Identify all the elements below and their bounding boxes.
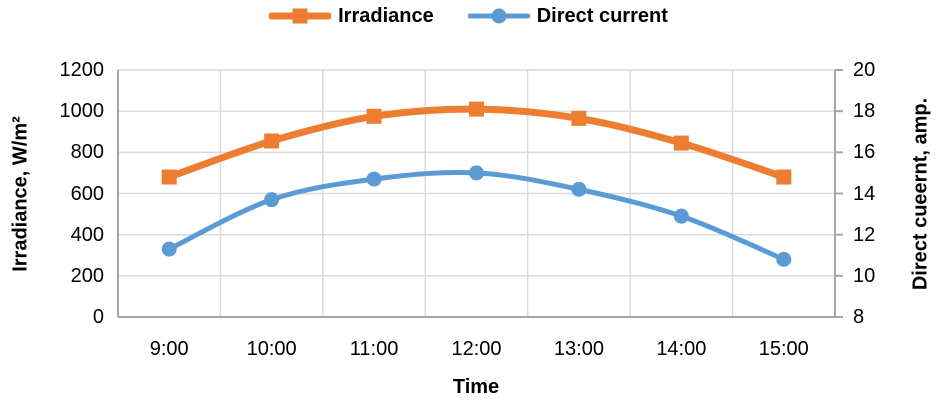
legend-key [269, 8, 332, 24]
circle-marker-icon [469, 165, 484, 181]
legend-item-direct-current: Direct current [467, 5, 668, 27]
circle-marker-icon [776, 251, 792, 267]
square-marker-icon [673, 135, 689, 151]
legend-key [467, 8, 530, 24]
square-marker-icon [776, 169, 792, 185]
x-axis-tick-label: 9:00 [149, 338, 189, 360]
square-marker-icon [366, 108, 382, 124]
right-axis-tick-label: 8 [853, 306, 865, 328]
x-axis-tick-label: 10:00 [246, 338, 297, 360]
legend-item-irradiance: Irradiance [269, 6, 434, 26]
right-axis-tick-label: 12 [853, 223, 876, 246]
square-marker-icon [469, 101, 484, 117]
x-axis-tick-label: 13:00 [553, 338, 604, 360]
direct-current-line [166, 169, 787, 262]
circle-marker-icon [571, 181, 587, 197]
circle-marker-icon [491, 8, 507, 24]
left-axis-tick-label: 800 [70, 141, 104, 164]
left-axis-tick-label: 1200 [59, 59, 105, 81]
left-axis-tick-label: 1000 [59, 100, 105, 123]
right-axis-tick-label: 20 [853, 59, 876, 81]
circle-marker-icon [366, 171, 382, 187]
right-axis-tick-label: 10 [853, 264, 876, 287]
circle-marker-icon [161, 241, 177, 257]
circle-marker-icon [264, 192, 280, 208]
right-axis-tick-label: 16 [853, 141, 876, 164]
square-marker-icon [264, 133, 280, 149]
left-axis-tick-label: 200 [70, 264, 104, 287]
right-axis-tick-label: 14 [853, 182, 876, 205]
legend: Irradiance Direct current [0, 0, 937, 32]
x-axis-tick-label: 11:00 [349, 338, 399, 360]
left-axis-tick-label: 400 [70, 223, 104, 246]
right-axis-tick-label: 18 [853, 100, 876, 123]
legend-label: Direct current [536, 5, 668, 27]
x-axis-title: Time [452, 376, 500, 398]
square-marker-icon [161, 169, 177, 185]
left-axis-title: Irradiance, W/m² [9, 116, 32, 272]
legend-label: Irradiance [338, 5, 434, 27]
x-axis-tick-label: 15:00 [758, 338, 809, 360]
left-axis-tick-label: 600 [70, 182, 104, 205]
right-axis-title: Direct cueernt, amp. [909, 97, 932, 291]
left-axis-tick-label: 0 [92, 306, 104, 328]
square-marker-icon [571, 110, 587, 126]
circle-marker-icon [673, 208, 689, 224]
x-axis-tick-label: 14:00 [656, 338, 707, 360]
square-marker-icon [292, 8, 308, 24]
x-axis-tick-label: 12:00 [451, 338, 502, 360]
